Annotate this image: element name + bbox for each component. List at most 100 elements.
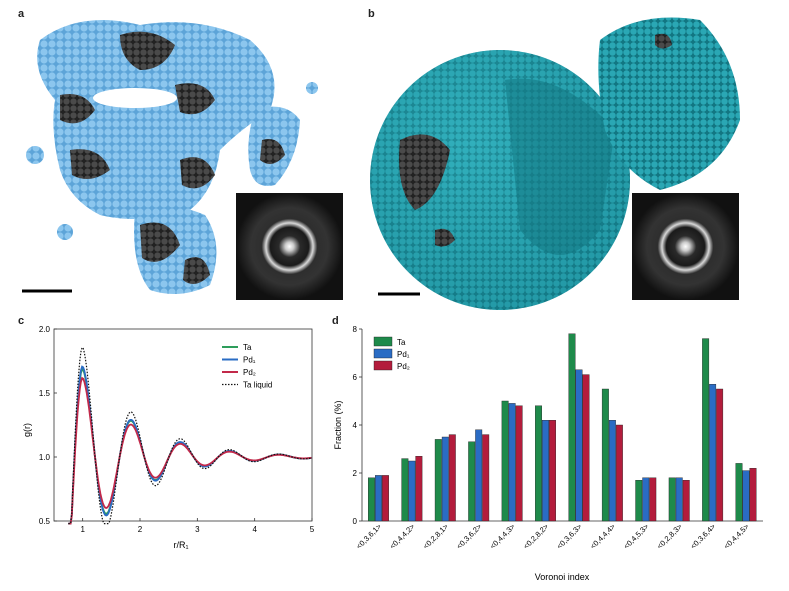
chart-c-xtick-label: 2: [138, 525, 143, 534]
chart-d-ytick-label: 0: [353, 517, 358, 526]
chart-d-xtick-label: <0,3,6,3>: [555, 522, 584, 551]
chart-d-legend-label: Ta: [397, 338, 406, 347]
chart-c-series-lines: [68, 346, 312, 525]
chart-d-xtick-label: <0,4,4,4>: [588, 522, 617, 551]
cluster-dark-patch-2: [60, 94, 95, 124]
chart-d-ytick-label: 8: [353, 325, 358, 334]
sphere-wedge: [598, 17, 740, 190]
panel-label-c: c: [18, 315, 25, 327]
chart-d-xtick-label: <0,4,4,3>: [488, 522, 517, 551]
cluster-hole: [93, 88, 177, 108]
chart-c-x-axis: 1 2 3 4 5: [80, 518, 315, 534]
chart-d-xtick-label: <0,3,6,2>: [455, 522, 484, 551]
chart-c-xlabel: r/R₁: [173, 540, 188, 550]
chart-d-bar: [434, 439, 442, 522]
chart-d-bar: [709, 384, 717, 522]
panel-label-a: a: [18, 8, 25, 20]
chart-d-xtick-label: <0,2,8,3>: [655, 522, 684, 551]
cluster-dark-patch-3: [175, 83, 215, 115]
chart-c-legend-label: Ta liquid: [243, 381, 272, 390]
chart-d-legend-swatch: [373, 360, 393, 371]
chart-d-bar: [568, 333, 576, 522]
chart-d-ytick-label: 6: [353, 373, 358, 382]
chart-d-legend-swatch: [373, 348, 393, 359]
chart-d-bar: [601, 388, 609, 522]
chart-c-ytick-label: 0.5: [39, 517, 51, 526]
chart-d-bar: [535, 405, 542, 522]
chart-d-bar: [735, 463, 743, 522]
chart-c-ylabel: g(r): [22, 423, 32, 437]
panel-label-d: d: [332, 315, 339, 327]
chart-d-xtick-label: <0,4,4,5>: [722, 522, 751, 551]
chart-c-xtick-label: 3: [195, 525, 200, 534]
chart-c-ytick-label: 1.0: [39, 453, 51, 462]
chart-d-xtick-label: <0,2,8,2>: [521, 522, 550, 551]
diffraction-inset-a: [236, 193, 343, 300]
chart-d-xtick-label: <0,3,6,1>: [354, 522, 383, 551]
chart-c-legend-label: Pd₁: [243, 356, 256, 365]
chart-d-ytick-label: 4: [353, 421, 358, 430]
panel-b-sphere: [370, 17, 740, 310]
chart-d-bar: [682, 480, 690, 522]
chart-d-legend: Ta Pd₁ Pd₂: [373, 336, 410, 371]
chart-c-xtick-label: 1: [80, 525, 85, 534]
chart-c-xtick-label: 4: [252, 525, 257, 534]
cluster-dark-patch-5: [180, 157, 215, 189]
cluster-dark-patch-4: [70, 149, 110, 179]
chart-d-ytick-label: 2: [353, 469, 358, 478]
chart-c-legend: Ta Pd₁ Pd₂ Ta liquid: [222, 343, 272, 390]
chart-c-legend-label: Pd₂: [243, 368, 256, 377]
sphere-cut: [505, 78, 615, 255]
chart-c-xtick-label: 5: [310, 525, 315, 534]
chart-c-series-line: [68, 346, 312, 525]
chart-c-ytick-label: 2.0: [39, 325, 51, 334]
chart-d-bar: [475, 429, 483, 522]
diffraction-inset-b: [632, 193, 739, 300]
chart-d-bar: [608, 420, 616, 522]
chart-d-legend-label: Pd₁: [397, 350, 410, 359]
chart-c-ytick-label: 1.5: [39, 389, 51, 398]
chart-d-bar: [749, 468, 757, 522]
panel-label-b: b: [368, 8, 375, 20]
chart-d-ylabel: Fraction (%): [333, 400, 343, 449]
chart-d-xtick-label: <0,4,4,2>: [388, 522, 417, 551]
chart-c-radial-distribution: 0.5 1.0 1.5 2.0 1 2 3 4 5 Ta Pd₁ Pd₂ Ta liquid g(r…: [22, 325, 315, 550]
chart-d-bar: [408, 460, 416, 522]
chart-d-bar: [668, 477, 676, 522]
chart-d-bar: [582, 374, 590, 522]
chart-d-bar: [615, 424, 623, 522]
chart-d-y-axis: 0 2 4 6 8: [353, 325, 362, 526]
chart-d-bar: [642, 477, 650, 522]
chart-d-xtick-label: <0,3,6,4>: [689, 522, 718, 551]
cluster-lower-dark: [140, 222, 180, 262]
chart-c-y-axis: 0.5 1.0 1.5 2.0: [39, 325, 57, 526]
chart-d-bar: [415, 456, 423, 522]
chart-c-legend-label: Ta: [243, 343, 252, 352]
chart-d-bar: [508, 403, 516, 522]
chart-d-bar: [675, 477, 683, 522]
chart-d-xtick-label: <0,2,8,1>: [421, 522, 450, 551]
chart-d-bar: [716, 388, 724, 522]
chart-d-bar: [649, 477, 657, 522]
chart-d-bar: [742, 470, 750, 522]
cluster-dark-patch-1: [120, 31, 175, 71]
chart-d-bar: [448, 434, 456, 522]
chart-d-legend-swatch: [373, 336, 393, 347]
chart-d-legend-label: Pd₂: [397, 362, 410, 371]
chart-c-series-line: [68, 376, 312, 525]
chart-d-bar: [501, 400, 509, 522]
chart-d-bar: [549, 420, 556, 522]
chart-c-plot-area: [53, 328, 313, 522]
chart-d-x-axis: <0,3,6,1> <0,4,4,2> <0,2,8,1> <0,3,6,2> <0,4…: [354, 522, 751, 551]
chart-d-bar: [382, 475, 389, 522]
chart-d-bar: [482, 434, 490, 522]
chart-d-xtick-label: <0,4,5,3>: [622, 522, 651, 551]
chart-d-bar: [468, 441, 476, 522]
panel-a-nanoparticles: [22, 20, 343, 300]
chart-d-bar: [441, 436, 449, 522]
chart-d-bar: [401, 458, 409, 522]
chart-d-bar: [635, 480, 643, 522]
chart-d-bar: [702, 338, 710, 522]
chart-d-bar: [375, 475, 382, 522]
